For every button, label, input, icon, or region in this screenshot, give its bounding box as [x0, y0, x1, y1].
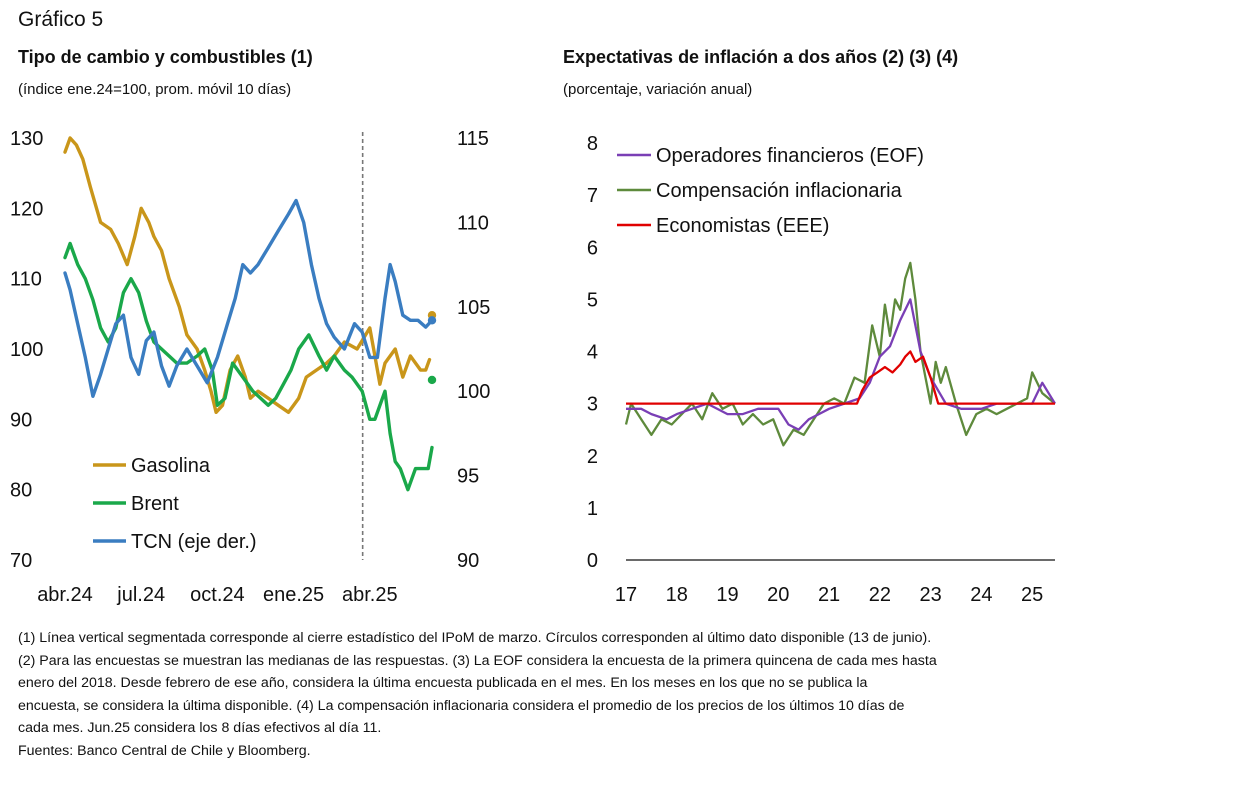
x-tick-label: 25 [1021, 584, 1043, 606]
y-tick-label: 5 [587, 289, 598, 311]
legend-label-2: Compensación inflacionaria [656, 180, 903, 202]
y-left-tick-label: 120 [10, 198, 43, 220]
y-tick-label: 7 [587, 185, 598, 207]
y-left-tick-label: 130 [10, 128, 43, 150]
legend-label-1: Operadores financieros (EOF) [656, 145, 924, 167]
x-tick-label: abr.24 [37, 584, 93, 606]
y-left-tick-label: 110 [10, 269, 42, 291]
x-tick-label: 19 [716, 584, 738, 606]
x-tick-label: 22 [869, 584, 891, 606]
footnotes: (1) Línea vertical segmentada correspond… [18, 627, 1223, 763]
series-line-3 [626, 350, 1055, 405]
x-tick-label: 21 [818, 584, 840, 606]
y-tick-label: 4 [587, 342, 598, 364]
footnote-line: cada mes. Jun.25 considera los 8 días ef… [18, 720, 382, 737]
y-left-tick-label: 80 [10, 480, 32, 502]
last-data-marker-2 [427, 375, 437, 385]
x-tick-label: oct.24 [190, 584, 244, 606]
footnote-line: (1) Línea vertical segmentada correspond… [18, 630, 932, 646]
y-right-tick-label: 105 [457, 297, 490, 319]
x-tick-label: 20 [767, 584, 789, 606]
series-line-2 [63, 241, 434, 492]
x-tick-label: 23 [919, 584, 941, 606]
figure-label: Gráfico 5 [18, 8, 104, 31]
y-left-tick-label: 70 [10, 550, 32, 572]
legend-label-2: Brent [131, 493, 179, 515]
series-line-2 [624, 261, 1056, 447]
x-tick-label: 18 [666, 584, 688, 606]
y-left-tick-label: 100 [10, 339, 43, 361]
y-right-tick-label: 115 [457, 128, 489, 150]
sources-line: Fuentes: Banco Central de Chile y Bloomb… [18, 742, 311, 759]
y-tick-label: 2 [587, 446, 598, 468]
series-line-1 [63, 136, 432, 414]
left-chart-title: Tipo de cambio y combustibles (1) [18, 47, 313, 67]
legend-label-3: Economistas (EEE) [656, 215, 829, 237]
legend-label-1: Gasolina [131, 455, 211, 477]
right-chart-title: Expectativas de inflación a dos años (2)… [563, 47, 959, 67]
y-right-tick-label: 100 [457, 381, 490, 403]
legend-label-3: TCN (eje der.) [131, 531, 257, 553]
left-chart-subtitle: (índice ene.24=100, prom. móvil 10 días) [18, 81, 292, 98]
y-right-tick-label: 95 [457, 466, 479, 488]
footnote-line: enero del 2018. Desde febrero de ese año… [18, 675, 868, 692]
y-tick-label: 8 [587, 133, 598, 155]
x-tick-label: abr.25 [342, 584, 398, 606]
x-tick-label: 17 [615, 584, 637, 606]
y-left-tick-label: 90 [10, 409, 32, 431]
last-data-marker-3 [427, 316, 437, 325]
footnote-line: (2) Para las encuestas se muestran las m… [18, 652, 937, 669]
series-line-3 [63, 198, 434, 398]
x-tick-label: 24 [970, 584, 992, 606]
x-tick-label: jul.24 [116, 584, 165, 606]
y-right-tick-label: 90 [457, 550, 479, 572]
y-right-tick-label: 110 [457, 212, 489, 234]
footnote-line: encuesta, se considera la última disponi… [18, 697, 905, 714]
x-tick-label: ene.25 [263, 584, 324, 606]
y-tick-label: 1 [587, 498, 598, 520]
y-tick-label: 6 [587, 237, 598, 259]
y-tick-label: 0 [587, 550, 598, 572]
y-tick-label: 3 [587, 394, 598, 416]
right-chart-subtitle: (porcentaje, variación anual) [563, 81, 753, 98]
